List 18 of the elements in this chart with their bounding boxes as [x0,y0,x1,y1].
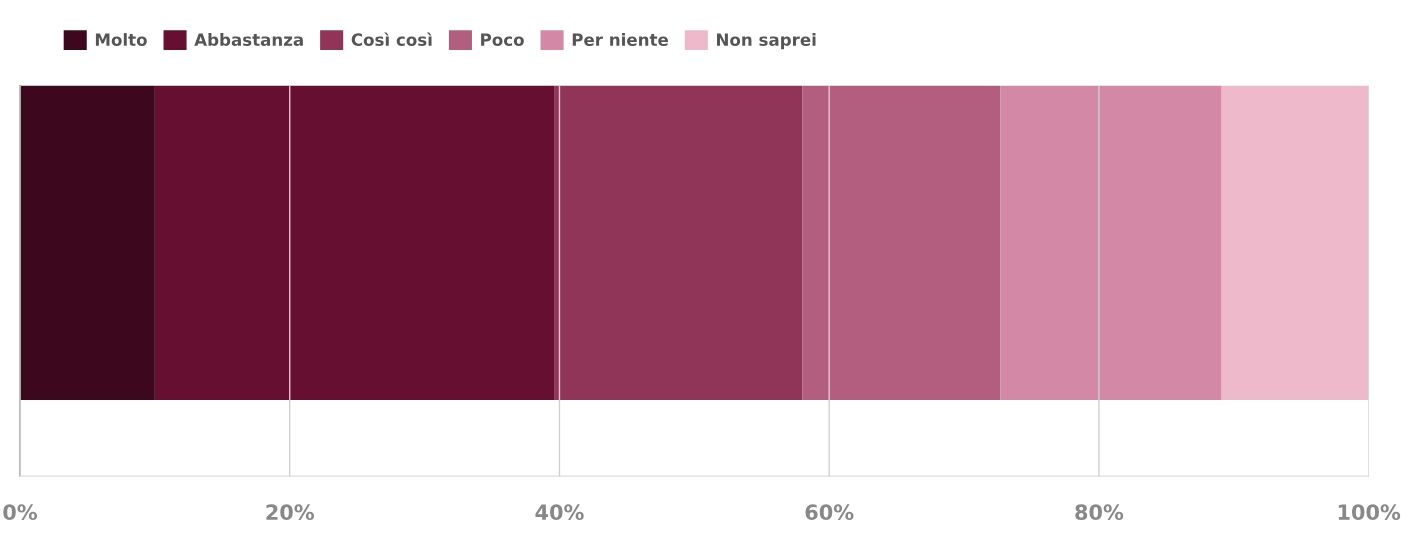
legend-label: Non saprei [717,33,816,50]
bar [154,85,555,400]
x-tick-label: 40% [535,504,584,521]
bar [554,85,803,400]
x-tick-label: 100% [1338,504,1401,521]
legend-label: Così così [351,32,432,46]
legend-label: Per niente [572,33,668,46]
legend-label: Abbastanza [194,33,303,46]
legend-label: Poco [481,33,524,46]
bar [20,85,155,400]
x-tick-label: 80% [1075,504,1124,521]
bar [1221,85,1369,400]
bar [1000,85,1222,400]
legend-label: Molto [95,33,147,46]
bar [802,85,1001,400]
x-tick-label: 20% [266,504,314,521]
x-tick-label: 0% [3,504,38,521]
x-tick-label: 60% [805,504,854,521]
